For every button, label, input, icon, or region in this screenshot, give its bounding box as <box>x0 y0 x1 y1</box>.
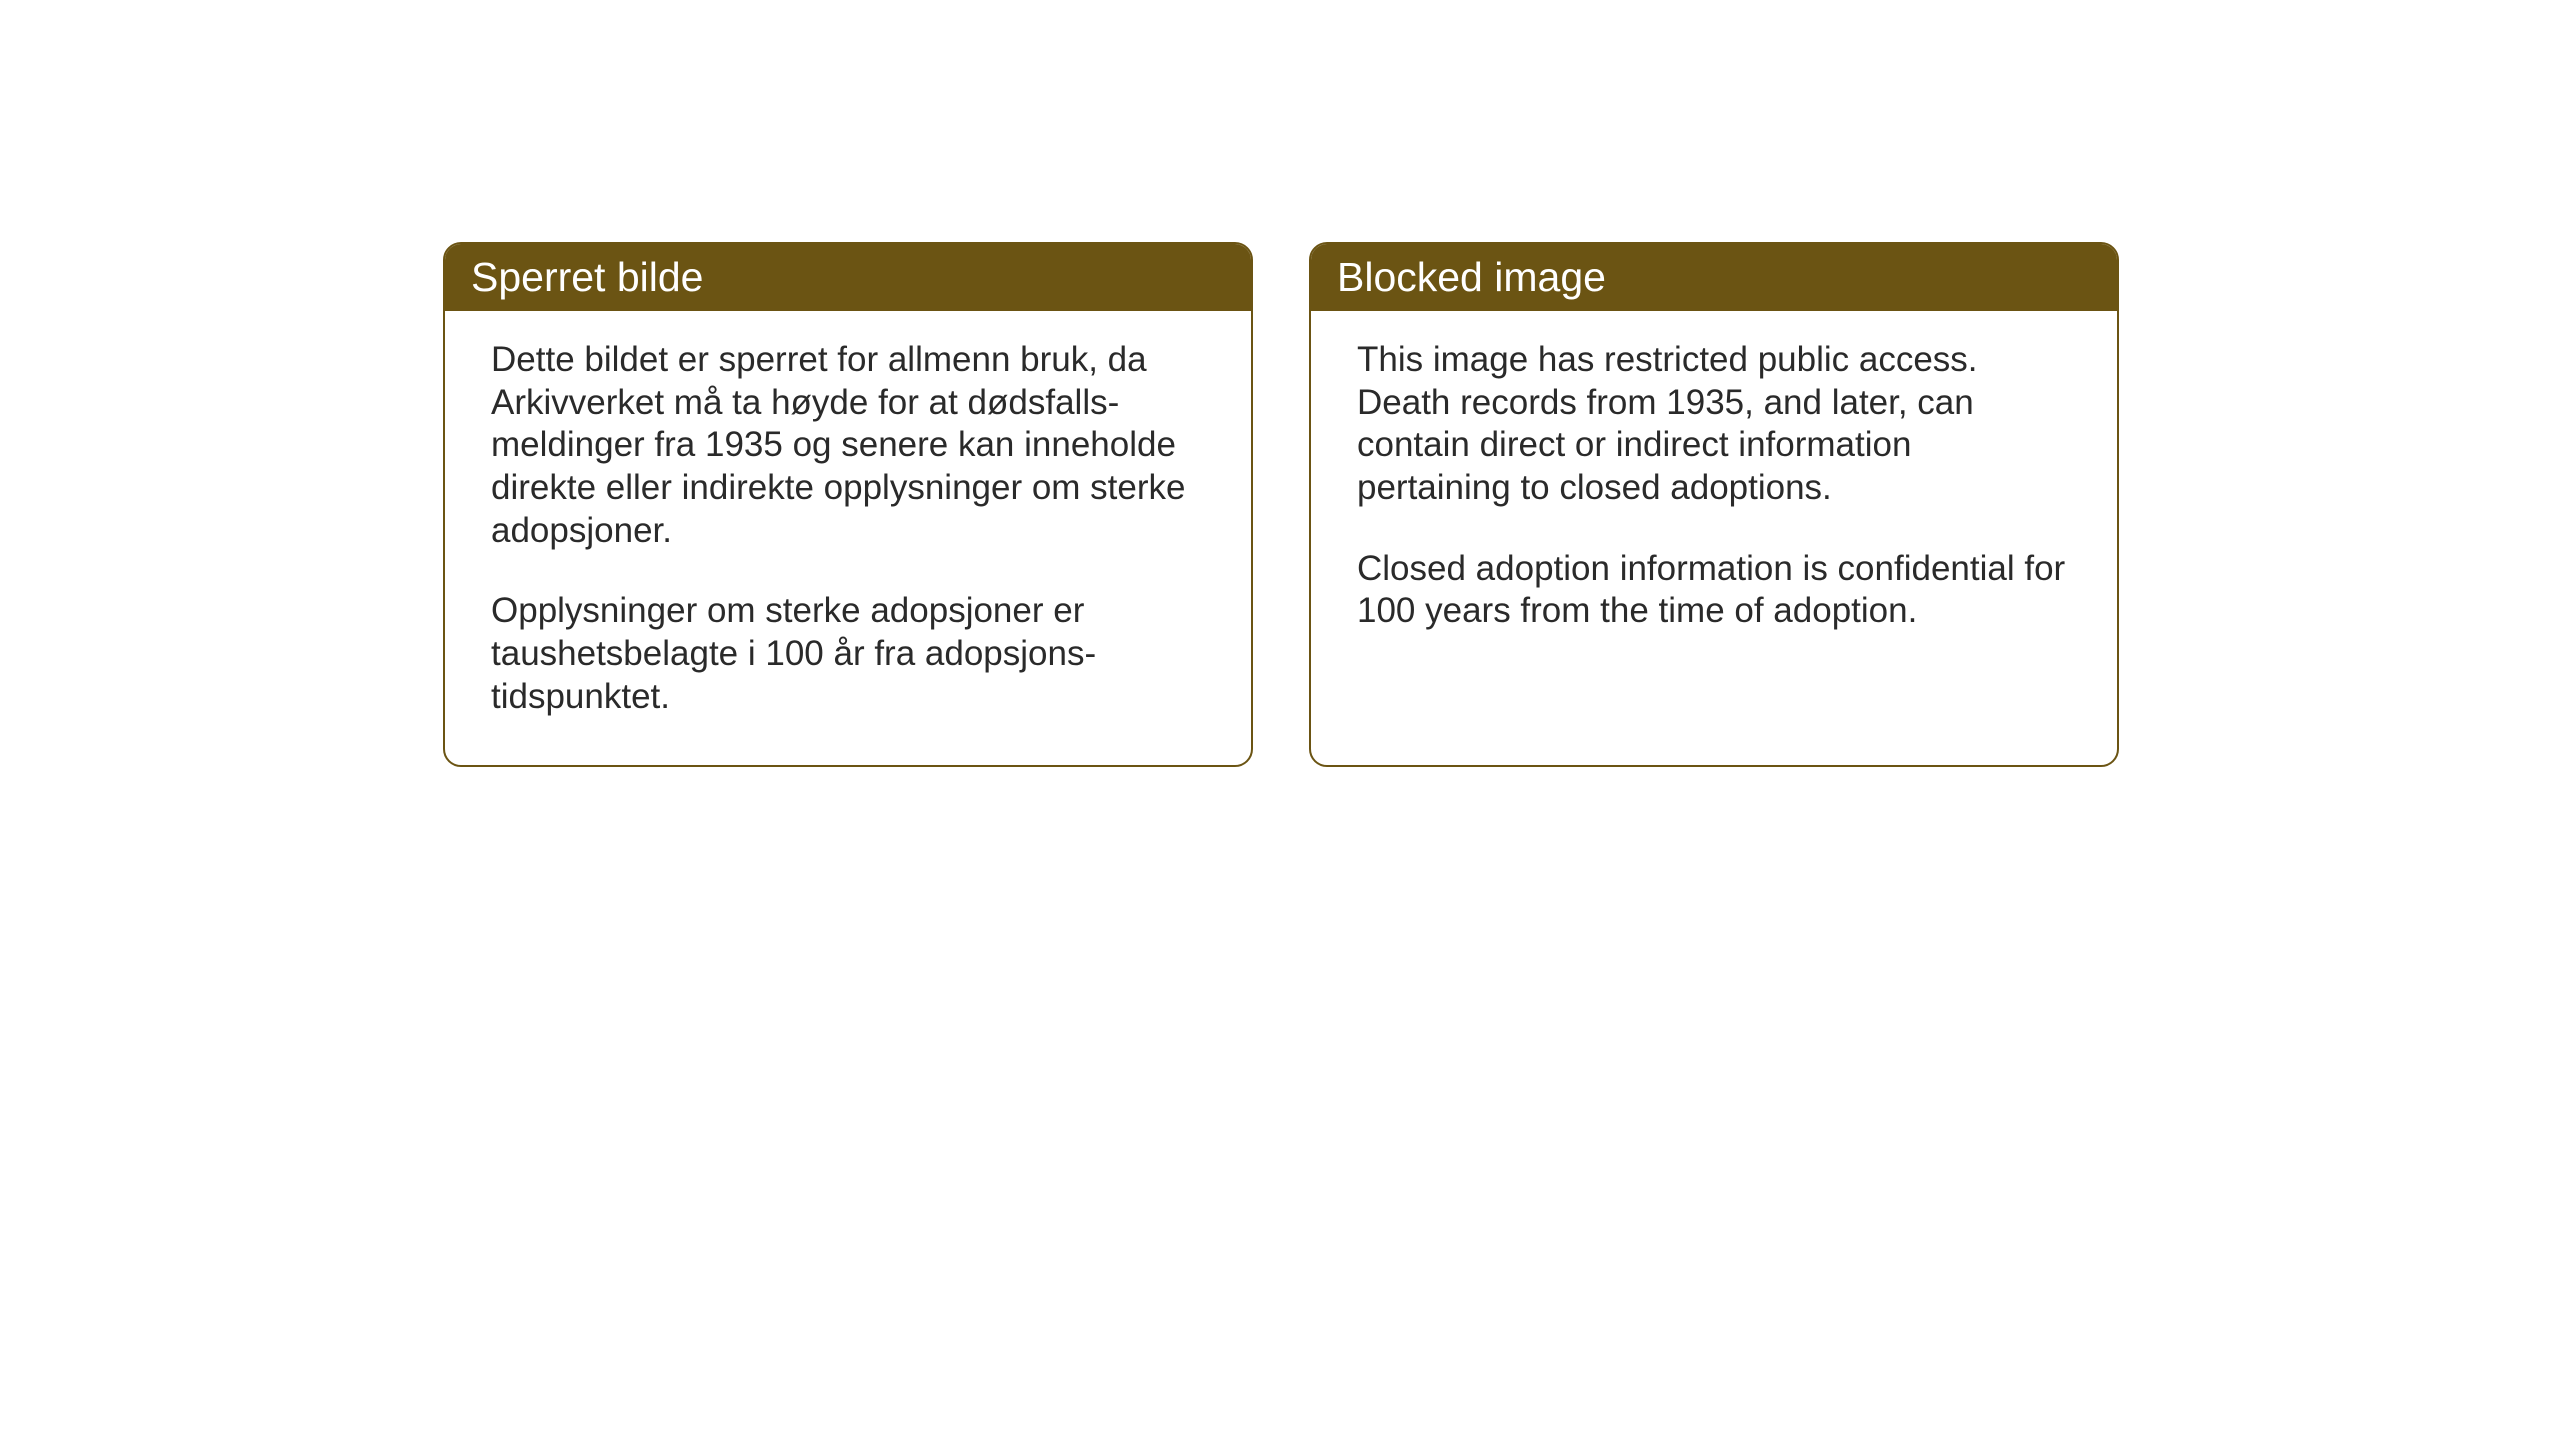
card-text-norwegian-p1: Dette bildet er sperret for allmenn bruk… <box>491 339 1205 552</box>
card-text-english-p1: This image has restricted public access.… <box>1357 339 2071 510</box>
card-body-norwegian: Dette bildet er sperret for allmenn bruk… <box>445 311 1251 765</box>
card-header-norwegian: Sperret bilde <box>445 244 1251 311</box>
notice-card-norwegian: Sperret bilde Dette bildet er sperret fo… <box>443 242 1253 767</box>
card-title-english: Blocked image <box>1337 254 1606 300</box>
notice-container: Sperret bilde Dette bildet er sperret fo… <box>443 242 2119 767</box>
card-header-english: Blocked image <box>1311 244 2117 311</box>
card-title-norwegian: Sperret bilde <box>471 254 703 300</box>
card-text-english-p2: Closed adoption information is confident… <box>1357 548 2071 633</box>
notice-card-english: Blocked image This image has restricted … <box>1309 242 2119 767</box>
card-body-english: This image has restricted public access.… <box>1311 311 2117 679</box>
card-text-norwegian-p2: Opplysninger om sterke adopsjoner er tau… <box>491 590 1205 718</box>
